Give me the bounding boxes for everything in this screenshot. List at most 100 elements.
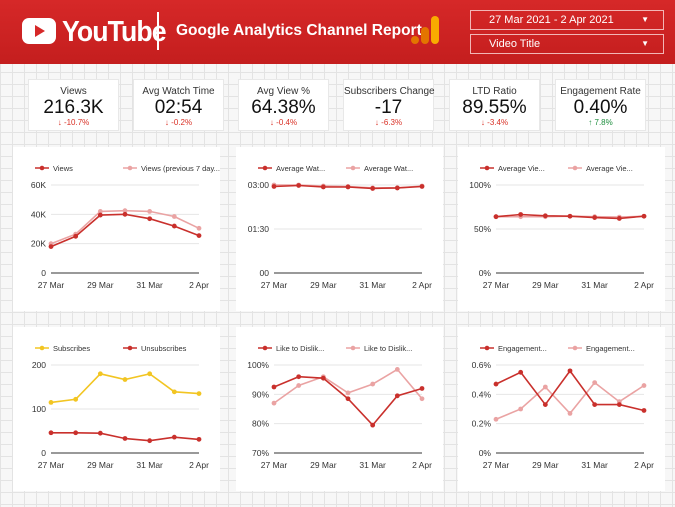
data-point [493,416,499,422]
kpi-card: Engagement Rate 0.40% ↑ 7.8% [556,80,645,130]
legend-marker [484,165,490,171]
line-chart: Average Wat... Average Wat... 00 01:30 03:00… [248,164,432,290]
data-point [196,391,202,396]
data-point [147,438,153,444]
data-point [542,384,548,390]
data-point [567,213,573,219]
kpi-card: Subscribers Change -17 ↓ -6.3% [344,80,435,130]
kpi-label: Engagement Rate [560,86,641,97]
data-point [518,369,524,375]
arrow-up-icon: ↑ [588,118,595,127]
data-point [73,233,79,239]
data-point [73,430,79,436]
y-tick-label: 01:30 [248,224,270,234]
data-point [592,215,598,220]
header-divider [157,12,159,50]
data-point [616,216,622,221]
data-point [97,212,103,218]
x-tick-label: 29 Mar [310,280,337,290]
x-tick-label: 27 Mar [483,280,510,290]
data-point [419,184,425,189]
data-point [320,375,326,381]
legend-label: Like to Dislik... [276,344,324,353]
legend-marker [127,165,133,171]
date-range-picker[interactable]: 27 Mar 2021 - 2 Apr 2021 ▼ [470,10,664,30]
data-point [345,390,351,396]
data-point [296,183,302,188]
line-chart-card: Views Views (previous 7 day... 0 20K 40K 60K 2… [13,147,220,311]
line-chart: Subscribes Unsubscribes 0 100 200 27 Mar 29 Ma… [32,344,209,470]
kpi-change: ↓ -6.3% [344,118,433,128]
x-tick-label: 2 Apr [412,280,432,290]
y-tick-label: 40K [31,209,46,219]
data-point [370,186,376,191]
legend-label: Average Wat... [276,164,325,173]
kpi-change-value: -0.2% [171,118,193,127]
data-point [271,184,277,189]
data-point [419,386,425,391]
kpi-change: ↓ -10.7% [29,118,118,128]
legend-marker [572,345,578,351]
legend-label: Views (previous 7 day... [141,164,220,173]
data-point [394,393,400,399]
legend-label: Subscribes [53,344,90,353]
data-point [122,377,128,382]
kpi-value: 0.40% [573,97,628,118]
data-point [493,381,499,387]
y-tick-label: 20K [31,239,46,249]
data-point [271,400,277,406]
data-point [147,209,153,214]
legend-label: Like to Dislik... [364,344,412,353]
kpi-card: Avg View % 64.38% ↓ -0.4% [239,80,328,130]
data-point [171,434,177,440]
legend-label: Engagement... [586,344,635,353]
kpi-change: ↑ 7.8% [556,118,645,128]
data-point [567,368,573,374]
data-point [394,185,400,191]
data-point [641,408,647,413]
data-point [370,381,376,387]
arrow-down-icon: ↓ [480,118,488,127]
line-chart-card: Engagement... Engagement... 0% 0.2% 0.4% 0.6%… [458,327,665,491]
data-point [616,402,622,407]
kpi-label: Avg Watch Time [142,86,215,97]
legend-label: Average Vie... [498,164,545,173]
data-point [370,422,376,428]
video-title-filter[interactable]: Video Title ▼ [470,34,664,54]
y-tick-label: 0.2% [472,419,492,429]
arrow-down-icon: ↓ [269,118,277,127]
data-point [97,430,103,436]
legend-marker [262,345,268,351]
legend-marker [39,345,45,351]
data-point [171,214,177,219]
data-point [567,411,573,416]
x-tick-label: 29 Mar [87,460,114,470]
legend-marker [127,345,133,351]
kpi-value: -17 [374,97,403,118]
x-tick-label: 31 Mar [359,460,386,470]
y-tick-label: 0.4% [472,389,492,399]
data-point [271,384,277,390]
x-tick-label: 31 Mar [581,460,608,470]
data-point [196,233,202,238]
line-chart: Views Views (previous 7 day... 0 20K 40K 60K 2… [31,164,220,290]
legend-label: Average Vie... [586,164,633,173]
line-chart: Like to Dislik... Like to Dislik... 70% 80%… [247,344,432,470]
data-point [518,406,524,412]
data-point [171,223,177,229]
legend-label: Average Wat... [364,164,413,173]
report-title: Google Analytics Channel Report [176,22,422,39]
x-tick-label: 29 Mar [532,280,559,290]
kpi-value: 216.3K [43,97,104,118]
kpi-change: ↓ -3.4% [450,118,539,128]
legend-marker [484,345,490,351]
data-point [48,430,54,436]
kpi-change-value: -6.3% [381,118,403,127]
kpi-change-value: -3.4% [487,118,509,127]
chevron-down-icon: ▼ [641,39,649,48]
kpi-card: Views 216.3K ↓ -10.7% [29,80,118,130]
kpi-change-value: 7.8% [594,118,613,127]
data-point [345,396,351,402]
legend-label: Engagement... [498,344,547,353]
legend-marker [39,165,45,171]
